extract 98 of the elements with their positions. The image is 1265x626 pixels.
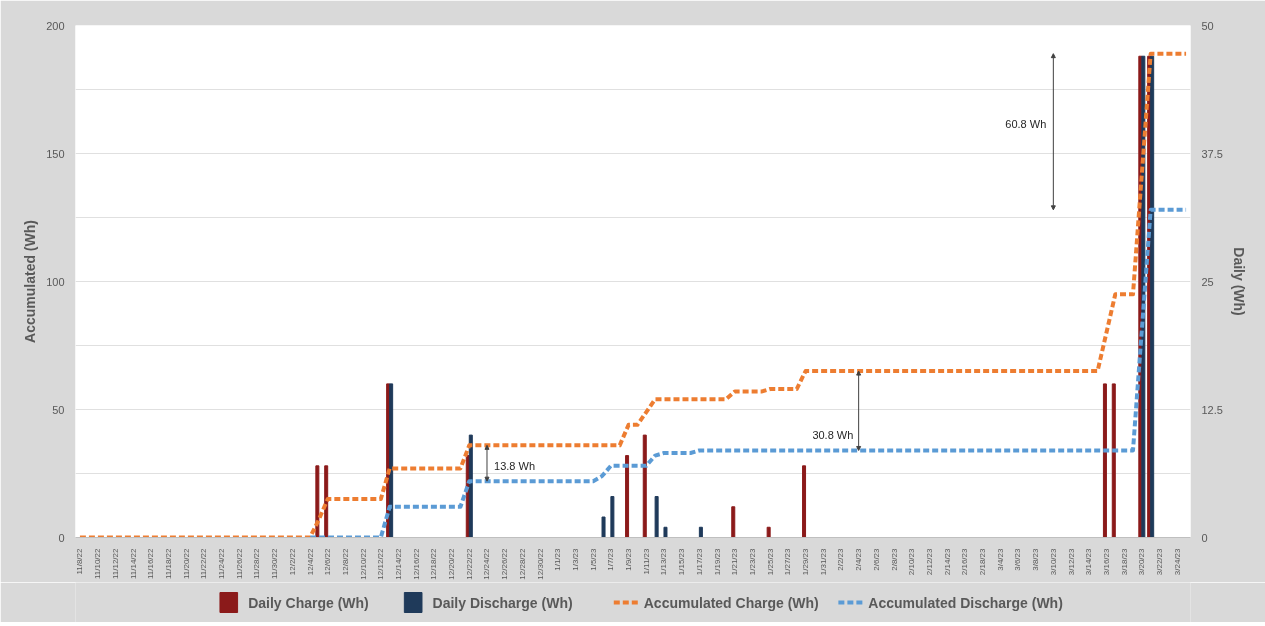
x-tick-label: 11/22/22: [199, 547, 209, 580]
x-tick-label: 11/28/22: [252, 547, 262, 580]
x-tick-label: 2/6/23: [871, 547, 881, 571]
y2-tick-label: 12.5: [1201, 403, 1223, 416]
x-tick-label: 11/18/22: [163, 547, 173, 580]
x-tick-label: 11/24/22: [217, 547, 227, 580]
x-tick-label: 12/22/22: [464, 547, 474, 580]
legend-label: Daily Charge (Wh): [248, 594, 369, 611]
x-tick-label: 1/5/23: [588, 547, 598, 571]
x-tick-label: 12/14/22: [394, 547, 403, 580]
x-tick-label: 11/26/22: [234, 547, 244, 580]
x-tick-label: 11/20/22: [181, 547, 191, 580]
x-tick-label: 3/14/23: [1084, 547, 1094, 576]
x-tick-label: 1/11/23: [641, 547, 651, 575]
annotation: 13.8 Wh: [494, 459, 536, 472]
bar: [1102, 383, 1107, 538]
line-series: [77, 51, 1189, 538]
x-tick-label: 3/18/23: [1119, 547, 1129, 576]
x-tick-label: 1/13/23: [659, 547, 669, 576]
x-tick-label: 2/10/23: [907, 547, 917, 576]
bar: [601, 516, 606, 538]
x-tick-label: 3/12/23: [1066, 547, 1076, 576]
x-tick-label: 12/16/22: [411, 547, 421, 580]
bar: [1111, 383, 1116, 538]
bar: [625, 455, 630, 538]
legend-label: Daily Discharge (Wh): [432, 594, 573, 611]
y-tick-label: 100: [46, 275, 65, 288]
x-tick-label: 3/4/23: [995, 547, 1005, 571]
x-tick-label: 3/24/23: [1172, 547, 1182, 576]
y-tick-label: 150: [46, 147, 65, 160]
x-tick-label: 2/14/23: [942, 547, 952, 576]
y2-tick-label: 0: [1201, 531, 1208, 544]
x-tick-label: 2/8/23: [889, 547, 899, 571]
y2-tick-label: 50: [1201, 19, 1214, 32]
x-tick-label: 2/12/23: [924, 547, 934, 576]
legend-label: Accumulated Charge (Wh): [643, 594, 819, 611]
x-tick-label: 12/30/22: [535, 547, 545, 580]
x-tick-label: 2/16/23: [960, 547, 970, 576]
y2-axis-title: Daily (Wh): [1230, 247, 1247, 316]
x-tick-label: 12/18/22: [429, 547, 439, 580]
bar: [610, 496, 615, 538]
x-tick-label: 11/30/22: [270, 547, 280, 580]
x-tick-label: 11/10/22: [93, 547, 103, 580]
bar: [315, 465, 320, 538]
annotation: 60.8 Wh: [1005, 118, 1047, 131]
bar: [324, 465, 329, 538]
x-tick-label: 11/8/22: [75, 547, 85, 575]
annotation: 30.8 Wh: [812, 429, 854, 442]
x-tick-label: 12/10/22: [358, 547, 368, 580]
x-tick-label: 12/28/22: [517, 547, 527, 580]
x-tick-label: 12/12/22: [376, 547, 386, 580]
x-tick-label: 11/16/22: [146, 547, 156, 580]
x-tick-label: 1/19/23: [712, 547, 722, 576]
x-tick-label: 3/16/23: [1101, 547, 1111, 576]
bar: [642, 434, 647, 538]
y-tick-label: 200: [46, 19, 65, 32]
bar: [802, 465, 807, 538]
x-tick-label: 11/12/22: [110, 547, 120, 580]
bar: [766, 526, 771, 538]
bar: [663, 526, 668, 538]
x-tick-label: 1/21/23: [730, 547, 740, 576]
x-tick-label: 2/2/23: [836, 547, 846, 571]
x-tick-label: 2/4/23: [854, 547, 864, 571]
x-tick-label: 1/9/23: [624, 547, 634, 571]
x-tick-label: 11/14/22: [128, 547, 138, 580]
bar: [654, 496, 659, 538]
x-tick-label: 3/20/23: [1137, 547, 1147, 576]
x-tick-label: 12/26/22: [500, 547, 510, 580]
x-tick-label: 3/8/23: [1031, 547, 1041, 571]
x-tick-label: 3/10/23: [1048, 547, 1058, 576]
x-tick-label: 12/4/22: [305, 547, 315, 576]
bar: [698, 526, 703, 538]
y-axis-title: Accumulated (Wh): [22, 220, 39, 343]
x-tick-label: 1/23/23: [747, 547, 757, 576]
x-tick-label: 1/7/23: [606, 547, 616, 571]
x-tick-label: 12/2/22: [287, 547, 297, 576]
legend-label: Accumulated Discharge (Wh): [868, 594, 1063, 611]
bar: [468, 434, 473, 538]
x-tick-label: 1/1/23: [553, 547, 563, 571]
x-tick-label: 1/27/23: [783, 547, 793, 576]
x-tick-label: 1/3/23: [570, 547, 580, 571]
x-tick-label: 3/6/23: [1013, 547, 1023, 571]
x-tick-label: 1/25/23: [765, 547, 775, 576]
x-tick-label: 1/17/23: [694, 547, 704, 576]
x-tick-label: 3/22/23: [1155, 547, 1165, 576]
x-tick-label: 2/18/23: [978, 547, 988, 576]
y-tick-label: 0: [58, 531, 65, 544]
y2-tick-label: 37.5: [1201, 147, 1223, 160]
y2-tick-label: 25: [1201, 275, 1214, 288]
x-tick-label: 12/6/22: [323, 547, 333, 576]
x-tick-label: 12/20/22: [447, 547, 457, 580]
x-tick-label: 12/8/22: [340, 547, 350, 576]
bar: [731, 506, 736, 538]
x-tick-label: 1/29/23: [801, 547, 811, 576]
x-tick-label: 1/31/23: [818, 547, 828, 576]
x-tick-label: 12/24/22: [482, 547, 492, 580]
y-tick-label: 50: [52, 403, 65, 416]
x-tick-label: 1/15/23: [677, 547, 687, 576]
